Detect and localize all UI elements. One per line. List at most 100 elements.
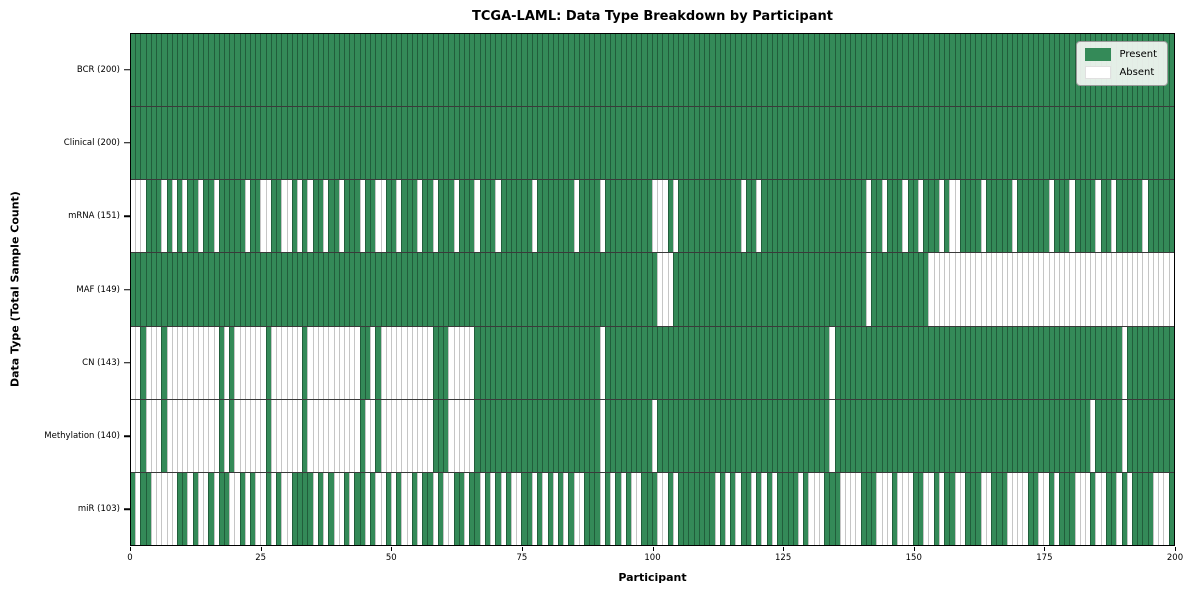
heatmap-cell xyxy=(683,34,689,107)
heatmap-cell xyxy=(239,399,245,472)
heatmap-cell xyxy=(526,399,532,472)
heatmap-cell xyxy=(657,326,663,399)
heatmap-cell xyxy=(584,399,590,472)
heatmap-cell xyxy=(255,399,261,472)
heatmap-cell xyxy=(432,253,438,326)
heatmap-cell xyxy=(427,399,433,472)
heatmap-cell xyxy=(886,326,892,399)
heatmap-cell xyxy=(651,34,658,107)
heatmap-cell xyxy=(1158,180,1164,253)
heatmap-cell xyxy=(751,34,757,107)
heatmap-cell xyxy=(1137,253,1143,326)
heatmap-cell xyxy=(270,34,277,107)
heatmap-cell xyxy=(531,107,538,180)
heatmap-cell xyxy=(933,326,939,399)
heatmap-cell xyxy=(730,107,736,180)
heatmap-row-BCR xyxy=(131,34,1174,107)
heatmap-cell xyxy=(1121,472,1127,545)
heatmap-cell xyxy=(1100,326,1106,399)
heatmap-cell xyxy=(422,34,428,107)
heatmap-cell xyxy=(839,34,845,107)
heatmap-cell xyxy=(719,326,725,399)
heatmap-cell xyxy=(923,399,929,472)
heatmap-cell xyxy=(891,399,898,472)
heatmap-cell xyxy=(891,34,898,107)
heatmap-cell xyxy=(944,107,950,180)
heatmap-cell xyxy=(417,107,423,180)
heatmap-cell xyxy=(1158,253,1164,326)
heatmap-cell xyxy=(844,34,851,107)
heatmap-cell xyxy=(615,34,621,107)
heatmap-cell xyxy=(578,253,585,326)
heatmap-cell xyxy=(610,180,616,253)
heatmap-cell xyxy=(479,34,485,107)
heatmap-cell xyxy=(234,180,240,253)
heatmap-cell xyxy=(276,399,282,472)
heatmap-cell xyxy=(516,107,522,180)
heatmap-cell xyxy=(855,253,861,326)
heatmap-cell xyxy=(537,34,543,107)
heatmap-cell xyxy=(714,399,720,472)
heatmap-cell xyxy=(1017,180,1023,253)
heatmap-cell xyxy=(131,34,136,107)
heatmap-cell xyxy=(803,253,809,326)
heatmap-cell xyxy=(307,34,313,107)
heatmap-cell xyxy=(531,253,538,326)
heatmap-cell xyxy=(568,34,574,107)
heatmap-cell xyxy=(349,253,355,326)
heatmap-cell xyxy=(1095,107,1101,180)
heatmap-cell xyxy=(782,253,788,326)
heatmap-cell xyxy=(662,34,668,107)
heatmap-cell xyxy=(140,107,146,180)
heatmap-cell xyxy=(131,253,136,326)
heatmap-cell xyxy=(323,253,329,326)
heatmap-cell xyxy=(531,326,538,399)
heatmap-cell xyxy=(688,472,694,545)
heatmap-cell xyxy=(938,472,945,545)
heatmap-cell xyxy=(375,399,381,472)
heatmap-cell xyxy=(1158,326,1164,399)
heatmap-cell xyxy=(839,180,845,253)
heatmap-cell xyxy=(1111,253,1117,326)
heatmap-cell xyxy=(850,253,856,326)
heatmap-cell xyxy=(1121,326,1127,399)
heatmap-cell xyxy=(610,253,616,326)
heatmap-cell xyxy=(975,399,981,472)
heatmap-cell xyxy=(1137,107,1143,180)
heatmap-cell xyxy=(965,253,971,326)
heatmap-cell xyxy=(244,253,251,326)
heatmap-cell xyxy=(171,107,177,180)
heatmap-cell xyxy=(996,107,1002,180)
heatmap-cell xyxy=(537,472,543,545)
heatmap-cell xyxy=(636,34,642,107)
heatmap-cell xyxy=(1116,472,1122,545)
heatmap-cell xyxy=(270,253,277,326)
heatmap-cell xyxy=(510,34,517,107)
heatmap-cell xyxy=(213,253,219,326)
heatmap-cell xyxy=(923,326,929,399)
heatmap-cell xyxy=(897,326,903,399)
heatmap-cell xyxy=(312,107,318,180)
heatmap-cell xyxy=(406,253,412,326)
heatmap-cell xyxy=(406,107,412,180)
heatmap-cell xyxy=(792,180,798,253)
heatmap-cell xyxy=(1126,399,1132,472)
heatmap-cell xyxy=(343,180,350,253)
heatmap-cell xyxy=(1011,34,1018,107)
heatmap-cell xyxy=(218,326,224,399)
heatmap-cell xyxy=(458,472,464,545)
heatmap-cell xyxy=(834,253,840,326)
heatmap-cell xyxy=(1011,180,1018,253)
heatmap-cell xyxy=(396,107,402,180)
heatmap-cell xyxy=(422,326,428,399)
heatmap-cell xyxy=(537,253,543,326)
heatmap-cell xyxy=(677,472,684,545)
heatmap-cell xyxy=(871,253,877,326)
x-tick-mark xyxy=(783,546,785,551)
heatmap-cell xyxy=(688,253,694,326)
heatmap-cell xyxy=(594,253,600,326)
heatmap-cell xyxy=(688,34,694,107)
heatmap-cell xyxy=(484,34,491,107)
heatmap-cell xyxy=(448,399,454,472)
heatmap-cell xyxy=(537,326,543,399)
